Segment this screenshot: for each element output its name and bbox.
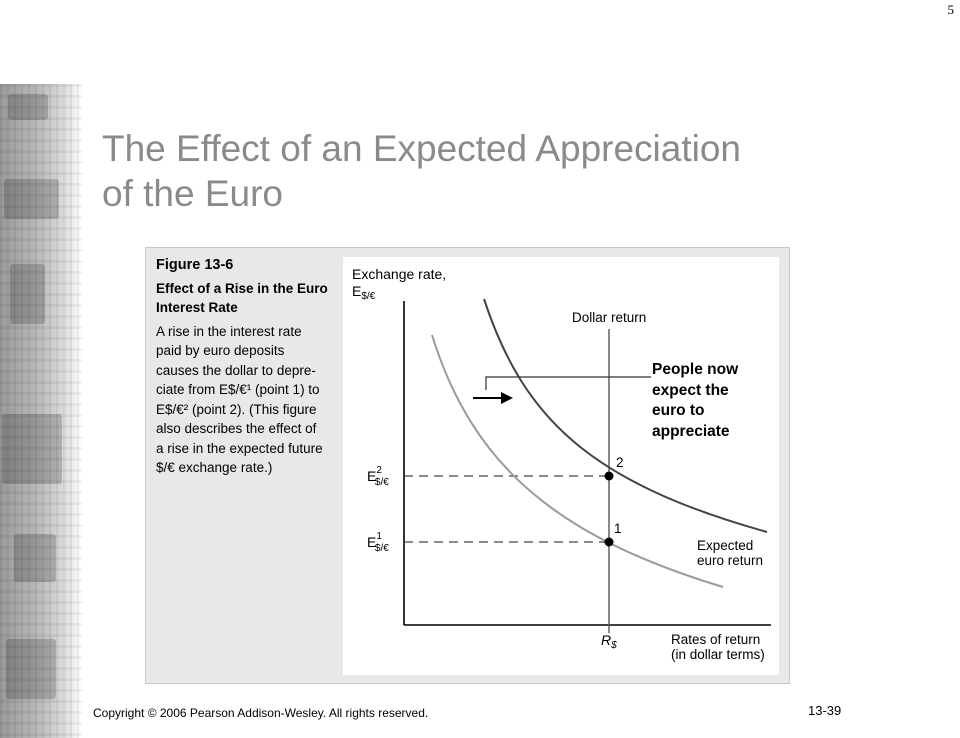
slide-title-line2: of the Euro (102, 173, 284, 214)
x-axis-label: Rates of return (in dollar terms) (671, 632, 765, 662)
original-euro-return-curve (431, 334, 724, 588)
r-dollar-label: R$ (601, 632, 617, 651)
e1-label: E1 $/€ (367, 531, 389, 554)
slide-title: The Effect of an Expected Appreciation o… (102, 126, 741, 216)
figure-panel: Figure 13-6 Effect of a Rise in the Euro… (145, 247, 790, 684)
footer-copyright: Copyright © 2006 Pearson Addison-Wesley.… (93, 706, 429, 720)
callout-leader-line (485, 376, 651, 390)
callout-text: People now expect the euro to appreciate (652, 361, 739, 440)
figure-title: Effect of a Rise in the Euro Interest Ra… (156, 280, 328, 316)
point-1-label: 1 (614, 521, 622, 536)
page-number: 5 (947, 2, 955, 17)
point-2-label: 2 (616, 455, 624, 470)
figure-caption: Figure 13-6 Effect of a Rise in the Euro… (156, 256, 341, 478)
figure-description: A rise in the interest rate paid by euro… (156, 323, 323, 476)
diagram-svg: Exchange rate, E$/€ Dollar return E2 $/€ … (352, 266, 771, 662)
dollar-return-label: Dollar return (572, 310, 646, 325)
e2-label: E2 $/€ (367, 465, 389, 488)
slide-title-line1: The Effect of an Expected Appreciation (102, 128, 742, 169)
y-axis-label: Exchange rate, (352, 266, 446, 282)
diagram-plot-area: Exchange rate, E$/€ Dollar return E2 $/€ … (343, 257, 779, 675)
y-axis-symbol: E$/€ (352, 283, 376, 302)
footer-slide-number: 13-39 (808, 703, 842, 718)
shifted-euro-return-curve (483, 298, 768, 533)
shift-arrow-icon (501, 392, 513, 404)
decorative-side-image (0, 84, 82, 738)
expected-euro-return-label: Expected euro return (697, 538, 763, 568)
figure-number: Figure 13-6 (156, 257, 234, 273)
equilibrium-point-1 (604, 537, 614, 547)
equilibrium-point-2 (604, 471, 614, 481)
